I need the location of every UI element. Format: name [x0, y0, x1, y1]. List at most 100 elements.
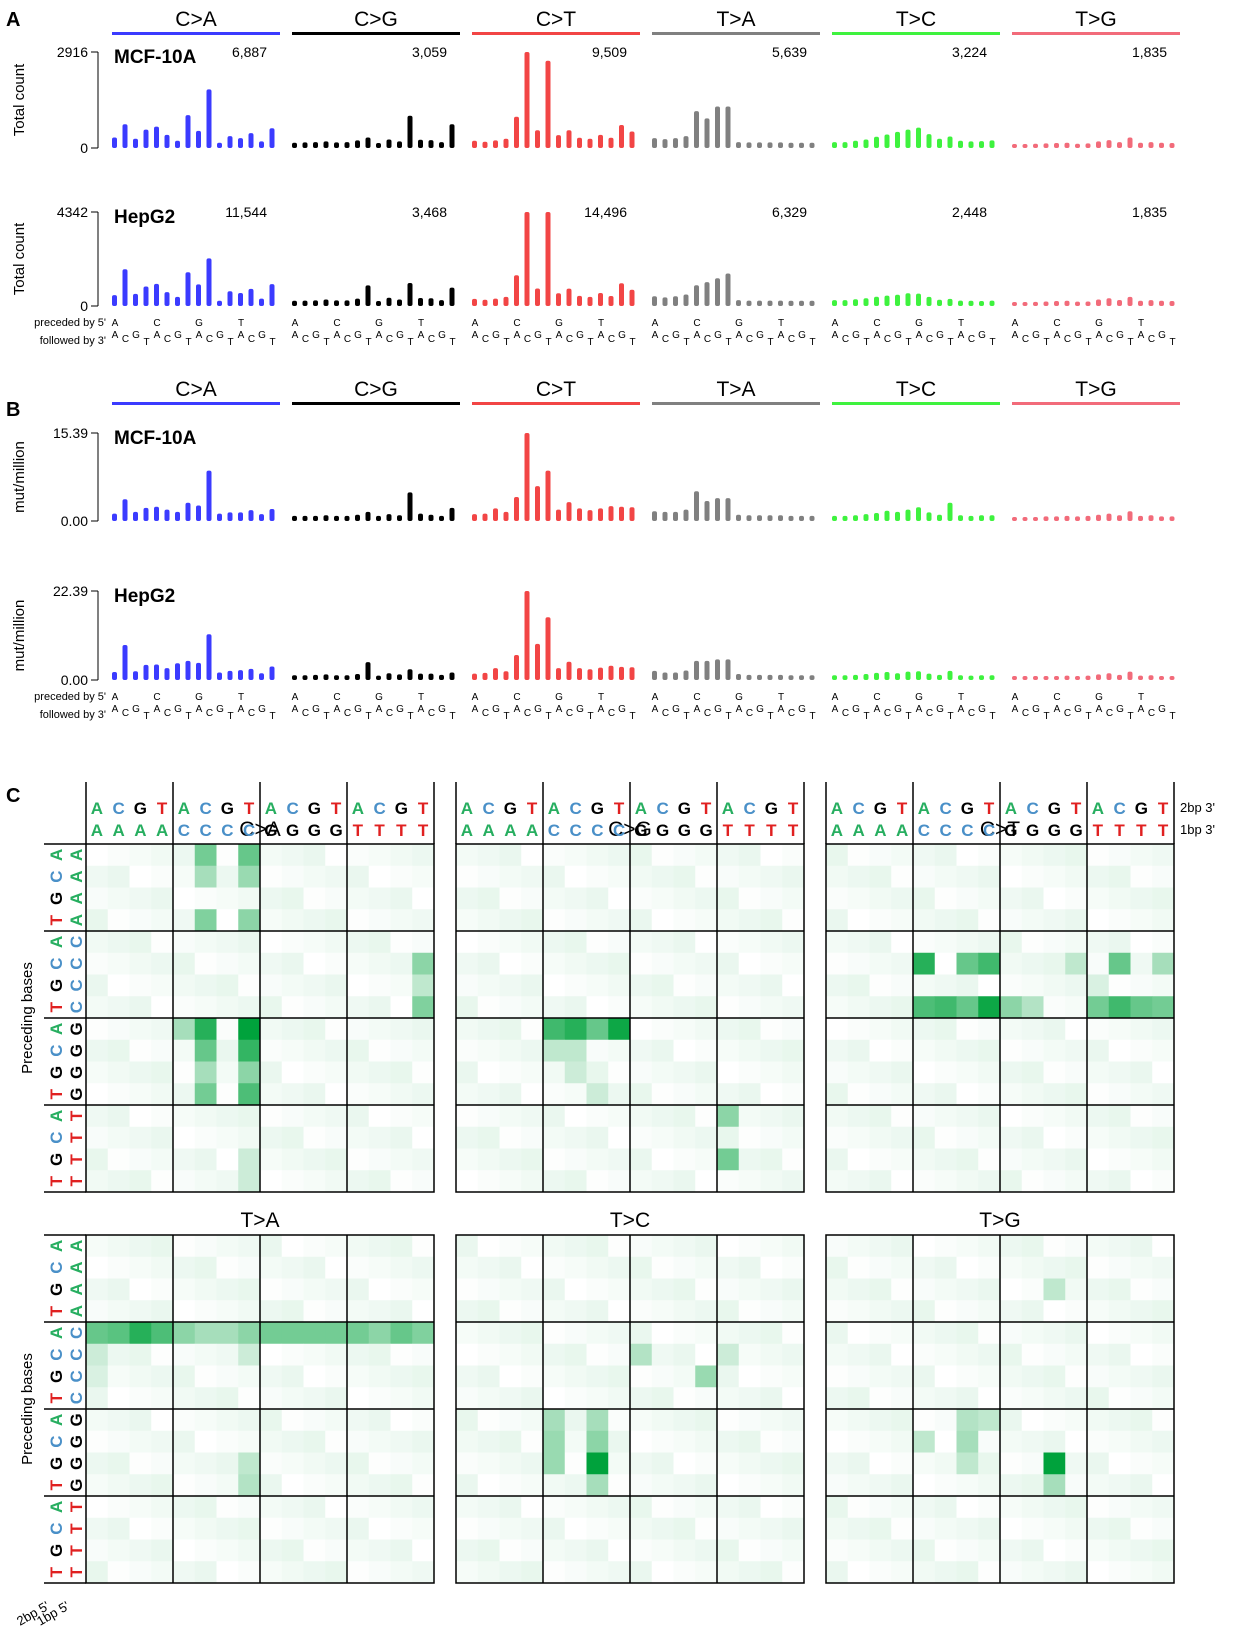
column-letter-2bp: C: [286, 799, 298, 818]
bar: [630, 132, 635, 148]
heatmap-cell: [1022, 1518, 1044, 1540]
heatmap-cell: [848, 1018, 870, 1040]
followed-base: C: [968, 334, 975, 345]
column-letter-1bp: A: [134, 821, 146, 840]
heatmap-cell: [500, 1431, 522, 1453]
bar: [684, 510, 689, 521]
heatmap-cell: [978, 1431, 1000, 1453]
column-letter-2bp: T: [788, 799, 799, 818]
heatmap-cell: [978, 1322, 1000, 1344]
heatmap-cell: [391, 953, 413, 975]
column-letter-2bp: G: [765, 799, 778, 818]
preceded-base: T: [418, 318, 424, 329]
bar: [1023, 676, 1028, 680]
heatmap-cell: [935, 1149, 957, 1171]
heatmap-cell: [608, 1127, 630, 1149]
heatmap-cell: [630, 996, 652, 1018]
row-letter-2bp: C: [47, 1522, 66, 1534]
heatmap-cell: [217, 996, 239, 1018]
heatmap-cell: [826, 1409, 848, 1431]
heatmap-cell: [1065, 1561, 1087, 1583]
heatmap-cell: [695, 1431, 717, 1453]
bar: [387, 139, 392, 148]
heatmap-cell: [456, 1496, 478, 1518]
heatmap-cell: [1022, 844, 1044, 866]
heatmap-cell: [260, 1540, 282, 1562]
row-letter-1bp: C: [67, 1348, 86, 1360]
heatmap-cell: [325, 1496, 347, 1518]
heatmap-cell: [543, 909, 565, 931]
bar: [937, 139, 942, 148]
heatmap-cell: [347, 975, 369, 997]
heatmap-cell: [935, 1561, 957, 1583]
heatmap-cell: [238, 1062, 260, 1084]
row-letter-2bp: C: [47, 870, 66, 882]
column-letter-2bp: G: [874, 799, 887, 818]
bar: [705, 661, 710, 680]
heatmap-cell: [325, 1561, 347, 1583]
substitution-header: C>A C>G C>T T>A T>C T>G: [112, 378, 1180, 405]
followed-base: C: [302, 708, 309, 719]
heatmap-cell: [1065, 1496, 1087, 1518]
bar: [334, 300, 339, 306]
heatmap-cell: [304, 844, 326, 866]
heatmap-cell: [782, 1322, 804, 1344]
followed-base: C: [746, 708, 753, 719]
followed-base: T: [1043, 711, 1049, 722]
heatmap-cell: [456, 1300, 478, 1322]
heatmap-cell: [456, 1083, 478, 1105]
bar: [429, 674, 434, 680]
heatmap-cell: [1065, 888, 1087, 910]
heatmap-cell: [1044, 1127, 1066, 1149]
heatmap-cell: [347, 1474, 369, 1496]
heatmap-cell: [1022, 1170, 1044, 1192]
bar: [969, 301, 974, 306]
heatmap-cell: [913, 953, 935, 975]
followed-base: C: [122, 708, 129, 719]
heatmap-cell: [369, 953, 391, 975]
bar: [525, 433, 530, 521]
heatmap-cell: [500, 1170, 522, 1192]
heatmap-cell: [848, 1040, 870, 1062]
heatmap-cell: [935, 1322, 957, 1344]
followed-base: C: [1106, 708, 1113, 719]
heatmap-cell: [478, 1062, 500, 1084]
heatmap-cell: [695, 1300, 717, 1322]
column-letter-1bp: T: [353, 821, 364, 840]
heatmap-cell: [891, 1322, 913, 1344]
preceded-base: G: [195, 318, 203, 329]
bar: [958, 301, 963, 306]
bar: [958, 675, 963, 680]
heatmap-cell: [1131, 1409, 1153, 1431]
heatmap-cell: [500, 931, 522, 953]
row-letter-1bp: A: [67, 870, 86, 882]
heatmap-cell: [782, 1561, 804, 1583]
preceded-base: A: [472, 692, 479, 703]
heatmap-cell: [1044, 1540, 1066, 1562]
heatmap-cell: [151, 844, 173, 866]
bar: [757, 675, 762, 680]
heatmap-cell: [608, 866, 630, 888]
column-letter-1bp: C: [983, 821, 995, 840]
heatmap-cell: [369, 844, 391, 866]
heatmap-cell: [108, 1105, 130, 1127]
heatmap-cell: [587, 1409, 609, 1431]
heatmap-cell: [978, 1518, 1000, 1540]
heatmap-cell: [957, 1387, 979, 1409]
heatmap-cell: [412, 1561, 434, 1583]
heatmap-cell: [674, 866, 696, 888]
heatmap-cell: [130, 996, 152, 1018]
heatmap-cell: [565, 1518, 587, 1540]
heatmap-cell: [173, 1322, 195, 1344]
followed-base: C: [704, 334, 711, 345]
heatmap-cell: [108, 1496, 130, 1518]
heatmap-cell: [86, 1431, 108, 1453]
row-letter-2bp: C: [47, 1044, 66, 1056]
followed-base: G: [438, 330, 446, 341]
heatmap-cell: [391, 1474, 413, 1496]
bar: [673, 296, 678, 306]
heatmap-cell: [761, 1018, 783, 1040]
bar: [1159, 676, 1164, 680]
heatmap-cell: [108, 1322, 130, 1344]
heatmap-cell: [521, 1366, 543, 1388]
